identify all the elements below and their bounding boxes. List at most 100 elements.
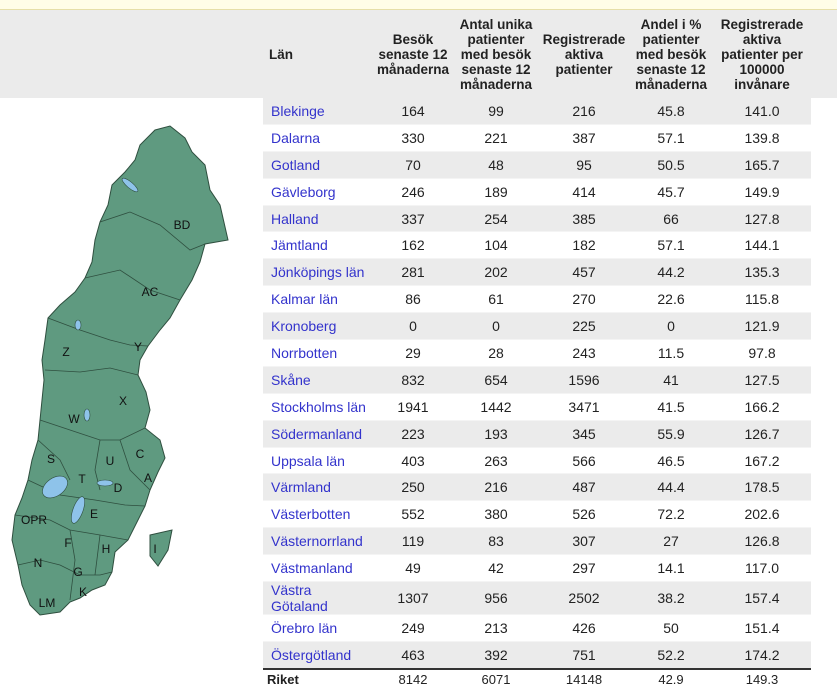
table-row: Jönköpings län 281 202 457 44.2 135.3	[263, 258, 811, 287]
county-link[interactable]: Örebro län	[271, 619, 338, 636]
county-name-cell: Gotland	[263, 151, 373, 179]
region-code-label: U	[106, 454, 115, 468]
table-cell: 216	[539, 98, 629, 125]
county-link[interactable]: Norrbotten	[271, 344, 338, 361]
table-row: Gotland 70 48 95 50.5 165.7	[263, 151, 811, 179]
region-code-label: I	[153, 542, 156, 556]
county-link[interactable]: Jämtland	[271, 237, 328, 254]
county-link[interactable]: Kalmar län	[271, 291, 338, 308]
region-code-label: F	[64, 536, 71, 550]
table-cell: 52.2	[629, 641, 713, 670]
county-link[interactable]: Västerbotten	[271, 506, 351, 523]
table-row: Uppsala län 403 263 566 46.5 167.2	[263, 447, 811, 475]
total-cell: 8142	[373, 667, 453, 689]
county-link[interactable]: Gävleborg	[271, 183, 336, 200]
table-cell: 385	[539, 205, 629, 233]
table-row: Gävleborg 246 189 414 45.7 149.9	[263, 178, 811, 206]
table-cell: 281	[373, 258, 453, 287]
county-link[interactable]: Kronoberg	[271, 318, 337, 335]
table-cell: 566	[539, 447, 629, 475]
table-cell: 46.5	[629, 447, 713, 475]
region-code-label: Y	[134, 340, 142, 354]
county-link[interactable]: Blekinge	[271, 102, 325, 119]
county-link[interactable]: Halland	[271, 210, 319, 227]
table-row: Kalmar län 86 61 270 22.6 115.8	[263, 285, 811, 314]
table-cell: 151.4	[713, 614, 811, 642]
county-link[interactable]: Jönköpings län	[271, 264, 365, 281]
table-cell: 126.8	[713, 527, 811, 556]
total-cell: 149.3	[713, 667, 811, 689]
region-code-label: C	[136, 447, 145, 461]
total-label: Riket	[263, 667, 373, 689]
table-cell: 141.0	[713, 98, 811, 125]
county-link[interactable]: Skåne	[271, 371, 311, 388]
region-code-label: H	[102, 542, 111, 556]
table-cell: 751	[539, 641, 629, 670]
region-code-label: W	[68, 412, 80, 426]
table-cell: 48	[453, 151, 539, 179]
table-row: Västmanland 49 42 297 14.1 117.0	[263, 554, 811, 583]
column-header-lan[interactable]: Län	[269, 46, 294, 62]
county-name-cell: Uppsala län	[263, 447, 373, 475]
table-cell: 380	[453, 500, 539, 529]
table-cell: 135.3	[713, 258, 811, 287]
column-header-unique-patients[interactable]: Antal unika patienter med besök senaste …	[459, 16, 533, 92]
table-cell: 127.8	[713, 205, 811, 233]
region-code-label: S	[47, 452, 55, 466]
county-link[interactable]: Västra Götaland	[271, 582, 328, 615]
region-code-label: E	[90, 507, 98, 521]
table-row: Skåne 832 654 1596 41 127.5	[263, 366, 811, 394]
column-header-visits[interactable]: Besök senaste 12 månaderna	[376, 31, 450, 77]
table-cell: 41	[629, 366, 713, 394]
region-code-label: Z	[62, 345, 69, 359]
table-cell: 149.9	[713, 178, 811, 206]
county-name-cell: Dalarna	[263, 124, 373, 152]
table-cell: 243	[539, 339, 629, 367]
county-name-cell: Västernorrland	[263, 527, 373, 556]
total-row: Riket 8142 6071 14148 42.9 149.3	[263, 667, 811, 689]
county-link[interactable]: Västernorrland	[271, 533, 363, 550]
table-cell: 307	[539, 527, 629, 556]
table-cell: 42	[453, 554, 539, 583]
county-link[interactable]: Värmland	[271, 479, 331, 496]
table-cell: 157.4	[713, 581, 811, 616]
table-cell: 403	[373, 447, 453, 475]
table-cell: 22.6	[629, 285, 713, 314]
table-cell: 387	[539, 124, 629, 152]
county-link[interactable]: Uppsala län	[271, 452, 345, 469]
table-cell: 392	[453, 641, 539, 670]
table-cell: 99	[453, 98, 539, 125]
region-code-label: D	[114, 481, 123, 495]
county-link[interactable]: Västmanland	[271, 560, 353, 577]
table-cell: 139.8	[713, 124, 811, 152]
top-strip	[0, 0, 837, 10]
region-code-label: BD	[174, 218, 191, 232]
county-link[interactable]: Dalarna	[271, 129, 321, 146]
table-cell: 249	[373, 614, 453, 642]
county-link[interactable]: Östergötland	[271, 646, 352, 663]
column-header-registered-patients[interactable]: Registrerade aktiva patienter	[542, 31, 626, 77]
table-cell: 216	[453, 473, 539, 502]
column-header-share-percent[interactable]: Andel i % patienter med besök senaste 12…	[634, 16, 708, 92]
table-cell: 95	[539, 151, 629, 179]
table-cell: 182	[539, 231, 629, 260]
table-cell: 45.7	[629, 178, 713, 206]
table-row: Östergötland 463 392 751 52.2 174.2	[263, 641, 811, 670]
county-name-cell: Norrbotten	[263, 339, 373, 367]
table-cell: 162	[373, 231, 453, 260]
table-cell: 254	[453, 205, 539, 233]
county-link[interactable]: Södermanland	[271, 425, 363, 442]
table-cell: 2502	[539, 581, 629, 616]
county-name-cell: Jämtland	[263, 231, 373, 260]
table-cell: 174.2	[713, 641, 811, 670]
table-cell: 57.1	[629, 124, 713, 152]
county-link[interactable]: Gotland	[271, 156, 321, 173]
table-row: Örebro län 249 213 426 50 151.4	[263, 614, 811, 642]
table-cell: 167.2	[713, 447, 811, 475]
column-header-per-100000[interactable]: Registrerade aktiva patienter per 100000…	[720, 16, 804, 92]
table-row: Blekinge 164 99 216 45.8 141.0	[263, 98, 811, 125]
table-cell: 414	[539, 178, 629, 206]
table-cell: 552	[373, 500, 453, 529]
table-cell: 117.0	[713, 554, 811, 583]
county-link[interactable]: Stockholms län	[271, 398, 366, 415]
